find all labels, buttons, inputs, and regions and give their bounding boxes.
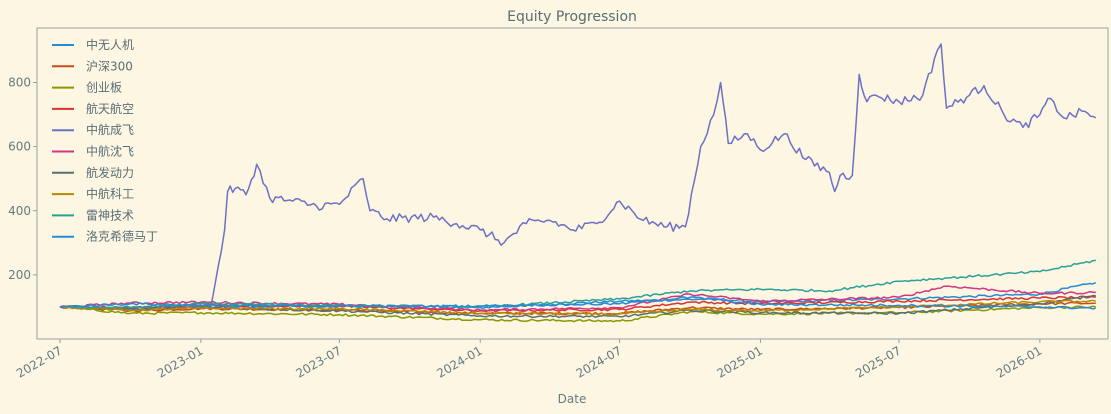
legend-label: 洛克希德马丁 — [86, 229, 158, 244]
y-axis: 200 400 600 800 — [8, 76, 37, 282]
legend-label: 沪深300 — [86, 59, 133, 73]
series-line-5 — [59, 285, 1096, 312]
y-tick-label: 200 — [8, 268, 31, 282]
axes-frame — [36, 27, 1109, 340]
legend-label: 航发动力 — [86, 165, 134, 180]
series-line-0 — [59, 281, 1097, 311]
series-line-8 — [59, 259, 1096, 309]
series-lines — [59, 43, 1097, 323]
y-tick-label: 800 — [8, 76, 31, 90]
series-line-9 — [59, 296, 1096, 310]
y-tick-label: 600 — [8, 140, 31, 154]
legend-label: 创业板 — [86, 81, 122, 95]
x-axis-title: Date — [558, 392, 587, 406]
legend-label: 中无人机 — [86, 37, 134, 52]
series-line-7 — [59, 299, 1097, 316]
legend-label: 雷神技术 — [86, 208, 134, 222]
legend-label: 航天航空 — [86, 101, 134, 116]
legend-label: 中航沈飞 — [86, 144, 134, 159]
chart-title: Equity Progression — [507, 9, 637, 25]
y-tick-label: 400 — [8, 204, 31, 218]
series-line-4 — [59, 43, 1097, 310]
legend-label: 中航科工 — [86, 186, 134, 201]
legend-label: 中航成飞 — [86, 122, 134, 137]
series-line-2 — [59, 305, 1096, 323]
